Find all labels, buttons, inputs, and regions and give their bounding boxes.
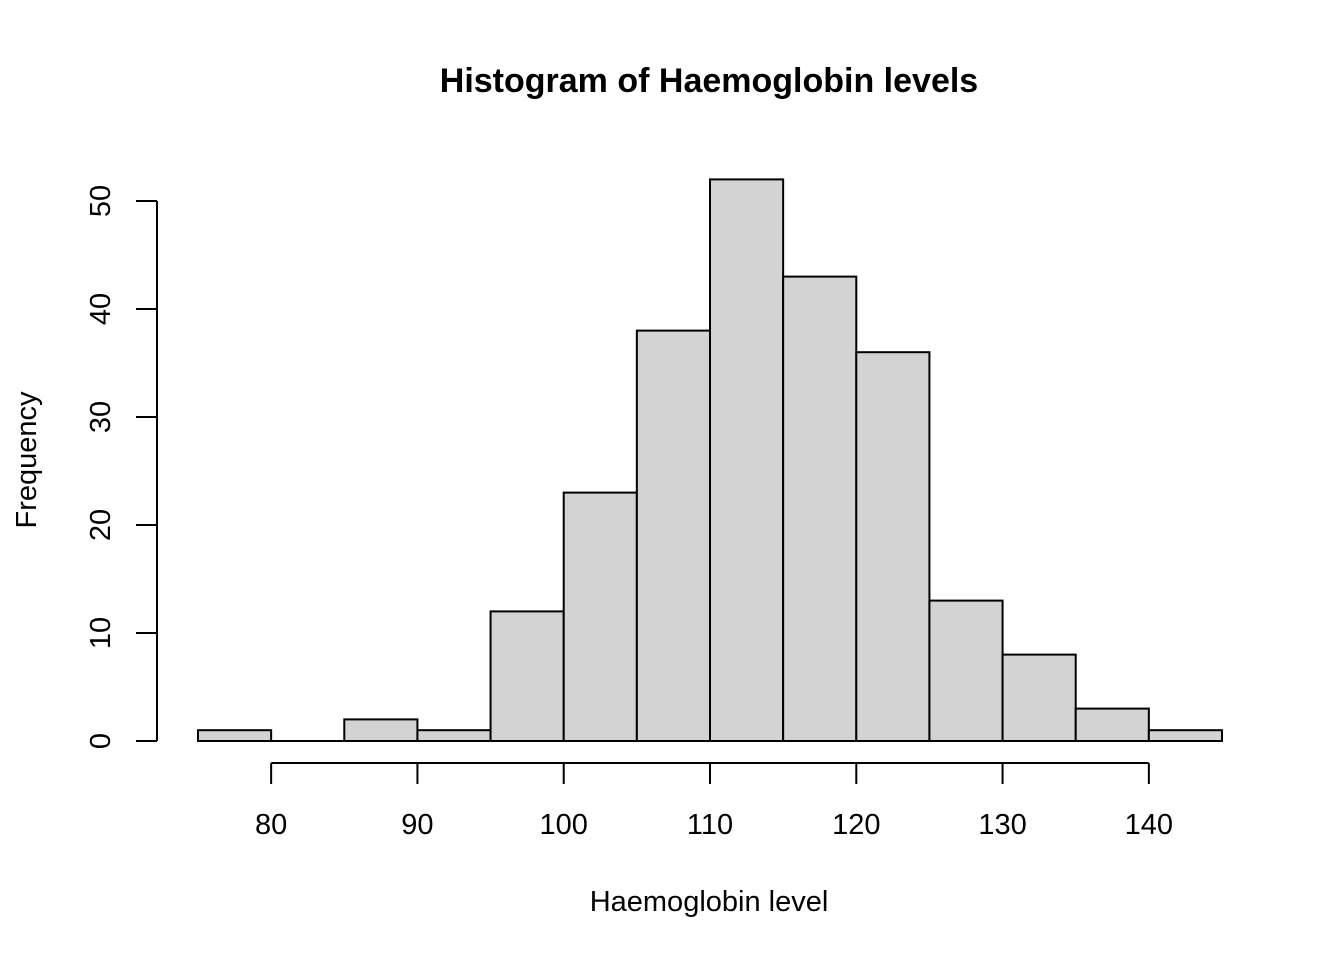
histogram-bar (635, 329, 711, 742)
x-axis: 80 90 100 110 120 130 140 (255, 762, 1173, 841)
y-tick-label: 30 (85, 401, 117, 433)
x-tick-label: 90 (401, 809, 433, 841)
x-tick-label: 80 (255, 809, 287, 841)
histogram-bar (1147, 729, 1224, 743)
histogram-bar (782, 275, 858, 742)
x-tick-label: 140 (1125, 809, 1173, 841)
histogram-bar (343, 718, 419, 743)
y-tick-label: 50 (85, 185, 117, 217)
y-tick-label: 10 (85, 617, 117, 649)
histogram-bar (197, 729, 273, 743)
y-tick-label: 40 (85, 293, 117, 325)
histogram-bar (928, 599, 1004, 742)
x-tick-label: 130 (978, 809, 1026, 841)
y-tick-label: 20 (85, 509, 117, 541)
y-axis: 0 10 20 30 40 50 (85, 185, 158, 749)
histogram-bar (1001, 653, 1077, 742)
histogram-bar (562, 491, 638, 742)
histogram-bar (855, 351, 931, 742)
y-tick-label: 0 (85, 733, 117, 749)
x-axis-label: Haemoglobin level (590, 886, 829, 918)
x-tick-label: 110 (687, 809, 733, 841)
x-tick-label: 100 (540, 809, 588, 841)
histogram-bar (416, 729, 492, 743)
x-tick-label: 120 (832, 809, 880, 841)
histogram-bar (1074, 707, 1150, 742)
y-axis-label: Frequency (11, 391, 43, 529)
chart-title: Histogram of Haemoglobin levels (440, 62, 978, 100)
bars-group (197, 178, 1224, 743)
histogram-bar (489, 610, 565, 743)
histogram-bar (709, 178, 785, 742)
